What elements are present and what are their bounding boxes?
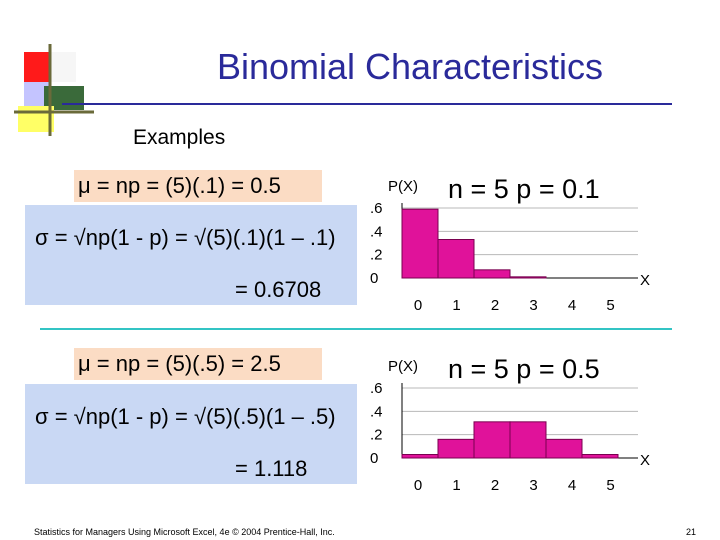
chart-1-bar-1 (437, 239, 475, 279)
chart-2-xlabel: X (640, 452, 650, 469)
slide-title: Binomial Characteristics (216, 46, 604, 87)
chart-2-xtick: 3 (529, 477, 537, 494)
chart-2-bar-4 (545, 438, 583, 459)
sd-result-1: = 0.6708 (235, 277, 322, 302)
chart-2-ylabel: P(X) (388, 358, 418, 375)
mean-formula-2: μ = np = (5)(.5) = 2.5 (74, 348, 322, 380)
chart-1-xtick: 1 (452, 297, 460, 314)
chart-2-xtick: 1 (452, 477, 460, 494)
chart-1-ytick: .2 (370, 247, 383, 264)
slide-logo (14, 44, 94, 136)
chart-2-bar-3 (509, 421, 547, 459)
chart-1-xtick: 5 (606, 297, 614, 314)
examples-heading: Examples (133, 126, 226, 149)
footer-text: Statistics for Managers Using Microsoft … (34, 527, 335, 537)
chart-2-ytick: 0 (370, 450, 378, 467)
chart-2-bar-0 (401, 454, 439, 459)
chart-2-xtick: 5 (606, 477, 614, 494)
page-number: 21 (686, 527, 697, 537)
sd-formula-box-2: σ = √np(1 - p) = √(5)(.5)(1 – .5) = 1.11… (25, 384, 357, 484)
title-underline (62, 103, 672, 105)
sd-formula-box-1: σ = √np(1 - p) = √(5)(.1)(1 – .1) = 0.67… (25, 205, 357, 305)
chart-2-xtick: 2 (491, 477, 499, 494)
chart-title-1: n = 5 p = 0.1 (448, 174, 600, 204)
chart-1-ytick: .4 (370, 223, 383, 240)
mean-formula-1: μ = np = (5)(.1) = 0.5 (74, 170, 322, 202)
chart-2-bar-5 (581, 454, 619, 459)
sd-formula-1: σ = √np(1 - p) = √(5)(.1)(1 – .1) (35, 225, 336, 250)
chart-1-bar-2 (473, 269, 511, 279)
chart-2-ytick: .4 (370, 403, 383, 420)
section-divider (40, 328, 672, 330)
chart-1-xtick: 2 (491, 297, 499, 314)
chart-2-bar-2 (473, 421, 511, 459)
chart-1-bar-0 (401, 208, 439, 279)
chart-1-bar-3 (509, 276, 547, 279)
chart-1-xtick: 0 (414, 297, 422, 314)
chart-1-xtick: 3 (529, 297, 537, 314)
chart-1-ytick: 0 (370, 270, 378, 287)
chart-2-xtick: 4 (568, 477, 576, 494)
chart-1: P(X) .6 .4 .2 0 0 1 2 3 4 5 X (370, 178, 650, 314)
chart-1-xlabel: X (640, 272, 650, 289)
chart-1-ylabel: P(X) (388, 178, 418, 195)
sd-formula-2: σ = √np(1 - p) = √(5)(.5)(1 – .5) (35, 404, 336, 429)
chart-2-xtick: 0 (414, 477, 422, 494)
chart-2-ytick: .6 (370, 380, 383, 397)
chart-2-ytick: .2 (370, 427, 383, 444)
chart-1-ytick: .6 (370, 200, 383, 217)
chart-2: P(X) .6 .4 .2 0 0 1 2 3 4 5 X (370, 358, 650, 494)
chart-1-xtick: 4 (568, 297, 576, 314)
chart-2-bar-1 (437, 438, 475, 459)
chart-title-2: n = 5 p = 0.5 (448, 354, 600, 384)
sd-result-2: = 1.118 (235, 456, 308, 481)
